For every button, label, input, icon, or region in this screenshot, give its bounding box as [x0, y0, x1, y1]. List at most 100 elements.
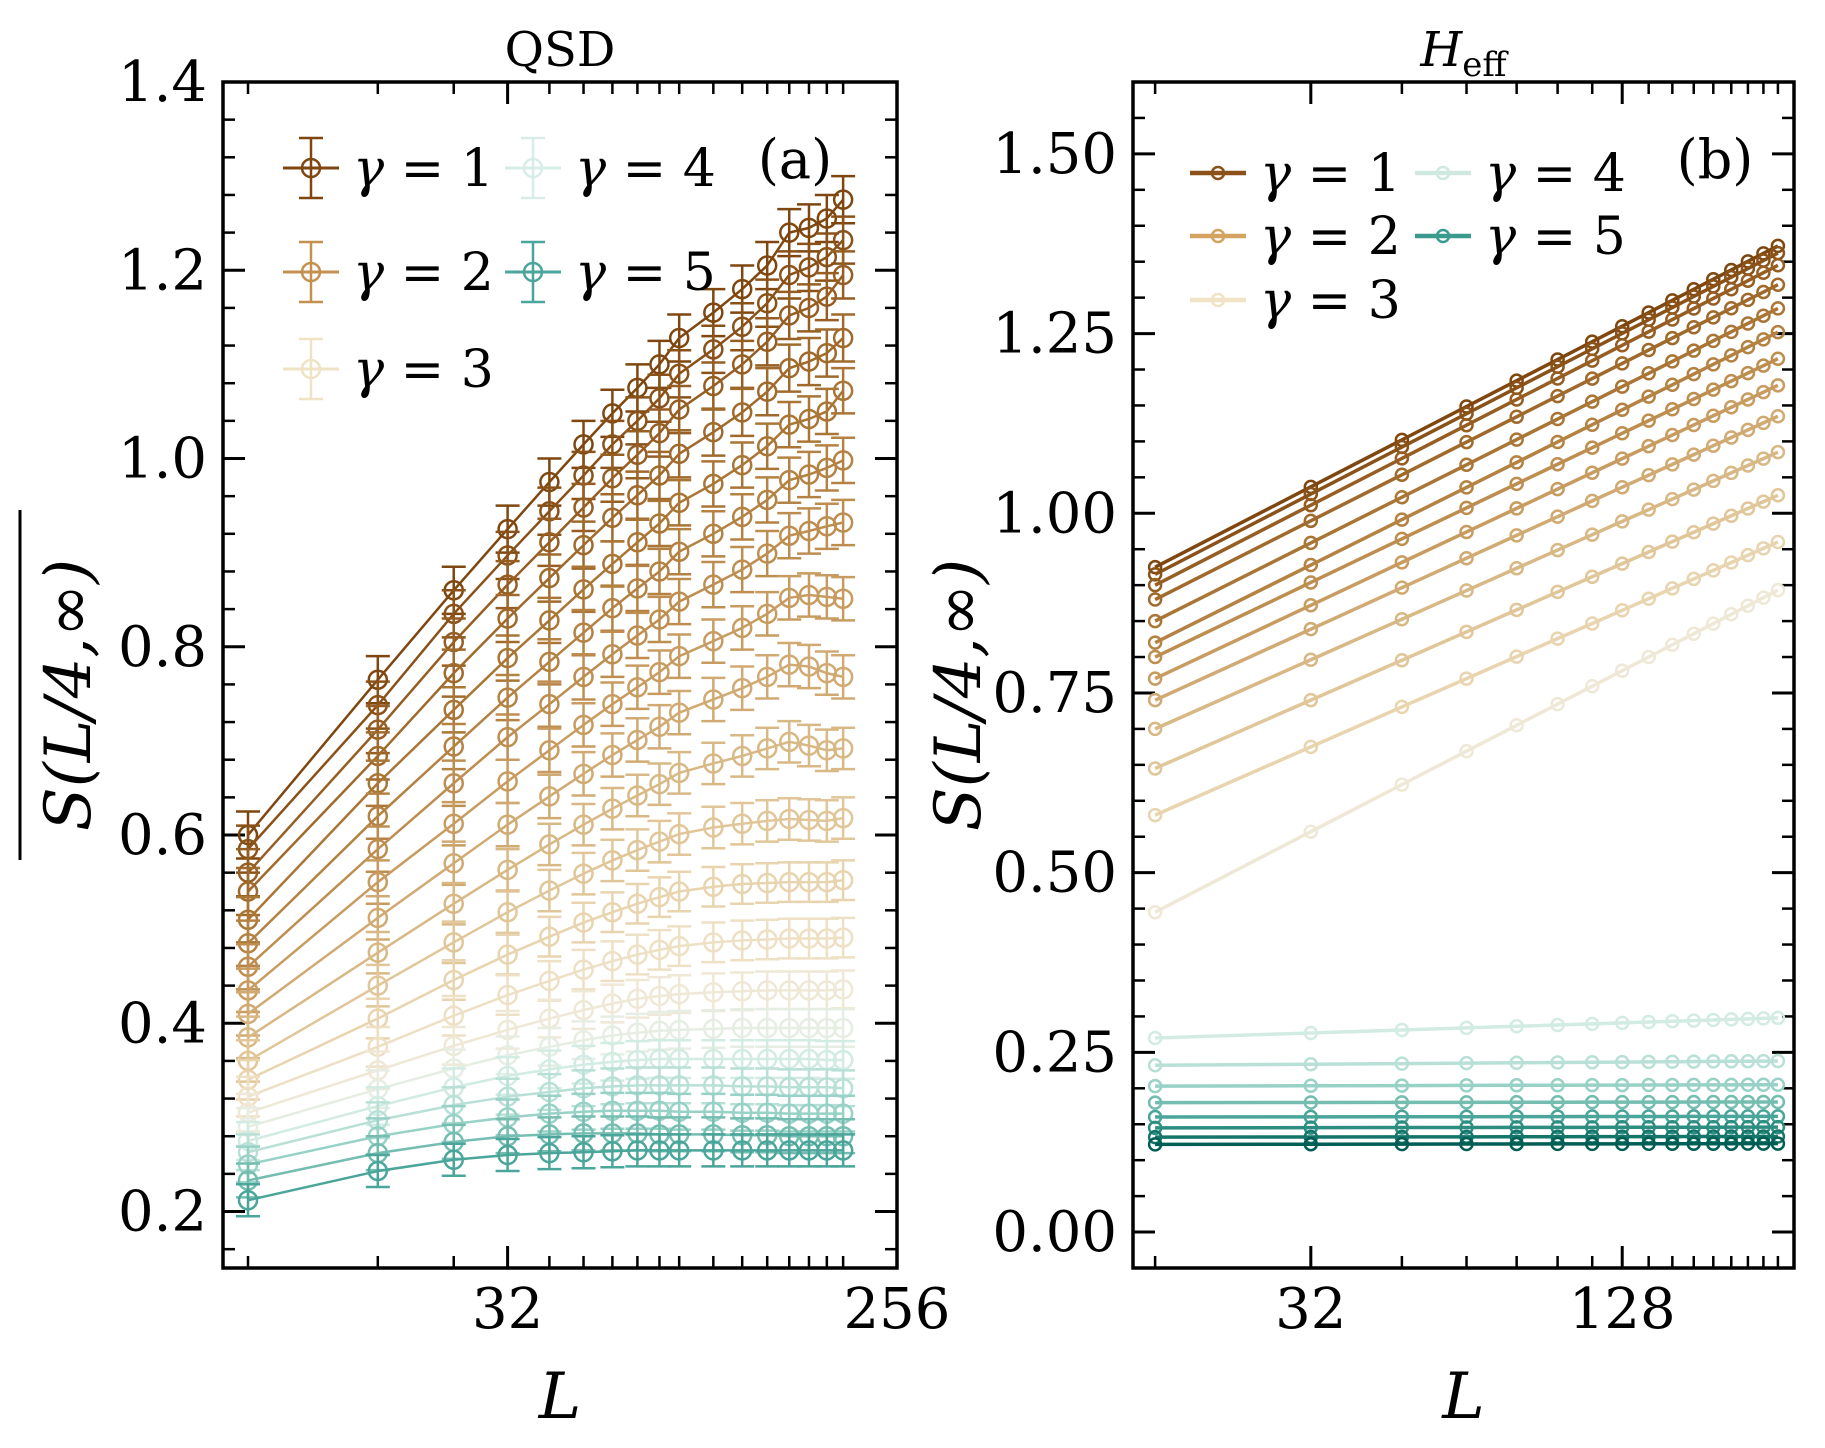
series-line-4: [247, 389, 845, 921]
data-point: [443, 932, 464, 953]
y-tick-label: 0.8: [118, 615, 207, 680]
data-point: [1756, 265, 1771, 280]
series-line-8: [1154, 414, 1779, 702]
data-point: [1147, 592, 1163, 607]
data-point: [832, 1049, 854, 1071]
data-point: [756, 603, 778, 625]
data-point: [816, 1140, 838, 1161]
data-point: [1686, 1119, 1702, 1135]
panel-tag: (b): [1677, 128, 1754, 191]
data-point: [1147, 635, 1163, 650]
data-point: [1641, 389, 1656, 404]
data-point: [668, 492, 690, 513]
data-point: [1686, 1136, 1702, 1151]
data-point: [1614, 356, 1630, 371]
data-point: [1740, 1119, 1756, 1135]
data-point: [1550, 696, 1565, 712]
data-point: [1706, 1094, 1721, 1110]
data-point: [1303, 497, 1319, 513]
data-point: [1509, 409, 1524, 425]
series-line-19: [1155, 1134, 1778, 1139]
data-point: [779, 305, 800, 326]
data-point: [1459, 500, 1474, 516]
data-point: [779, 469, 800, 491]
data-point: [1724, 1119, 1739, 1135]
data-point: [832, 327, 854, 349]
data-point: [703, 1018, 724, 1040]
data-point: [1770, 1053, 1786, 1069]
data-point: [731, 1140, 753, 1161]
data-point: [1641, 1136, 1656, 1152]
data-point: [1756, 451, 1771, 466]
series-line-19: [247, 1149, 844, 1202]
data-point: [1740, 292, 1756, 308]
data-point: [573, 1141, 594, 1163]
data-point: [832, 807, 854, 829]
data-point: [1740, 316, 1756, 331]
data-point: [627, 839, 648, 861]
data-point: [1641, 502, 1656, 517]
data-point: [1686, 301, 1702, 316]
data-point: [832, 869, 854, 891]
data-point: [1686, 1094, 1702, 1110]
data-point: [1509, 1019, 1524, 1034]
data-point: [1459, 457, 1474, 473]
data-point: [443, 772, 464, 794]
data-point: [1740, 598, 1756, 613]
data-point: [649, 831, 670, 852]
data-point: [832, 264, 854, 286]
data-point: [1770, 1010, 1786, 1026]
data-point: [1770, 582, 1786, 598]
series-line-6: [1154, 357, 1779, 659]
data-point: [1665, 491, 1680, 507]
data-point: [627, 444, 648, 465]
data-point: [1706, 1119, 1721, 1135]
data-point: [779, 654, 800, 675]
data-point: [668, 399, 690, 420]
data-point: [1614, 1136, 1630, 1152]
data-point: [668, 762, 690, 784]
data-point: [1459, 434, 1474, 450]
data-point: [1147, 1137, 1163, 1152]
data-point: [649, 716, 670, 738]
data-point: [731, 506, 753, 528]
data-point: [1770, 1129, 1786, 1144]
data-point: [703, 932, 724, 953]
data-point: [731, 1017, 753, 1039]
data-point: [1303, 652, 1319, 667]
data-point: [649, 609, 670, 630]
data-point: [602, 644, 623, 665]
y-tick-label: 0.00: [992, 1200, 1117, 1265]
chart-title: QSD: [505, 22, 616, 78]
y-tick-label: 0.6: [118, 803, 207, 868]
data-point: [1147, 1058, 1163, 1073]
panel-a: 32 256 0.2 0.4 0.6 0.8 1.0 1.2 1.4 QSD L S(L/4,∞) (a…: [18, 22, 951, 1434]
data-point: [1641, 467, 1656, 483]
data-point: [1756, 494, 1771, 509]
data-point: [1724, 1094, 1739, 1110]
y-tick-label: 1.00: [992, 481, 1117, 546]
data-point: [1756, 384, 1771, 400]
data-point: [1394, 1078, 1410, 1093]
data-point: [1614, 1094, 1630, 1110]
data-point: [1641, 1054, 1656, 1070]
series-line-0: [247, 198, 845, 836]
data-point: [1641, 591, 1656, 606]
data-point: [649, 561, 670, 582]
data-point: [1509, 1095, 1524, 1110]
data-point: [832, 738, 854, 759]
data-point: [443, 1005, 464, 1026]
data-point: [703, 817, 724, 838]
data-point: [573, 814, 594, 835]
data-point: [1770, 534, 1786, 550]
data-point: [816, 586, 838, 608]
legend-label: γ = 4: [1485, 144, 1626, 204]
data-point: [237, 1189, 259, 1211]
data-point: [832, 1140, 854, 1161]
x-tick-label: 256: [844, 1277, 951, 1342]
data-point: [731, 745, 753, 767]
data-point: [1459, 671, 1474, 686]
data-point: [1641, 324, 1656, 339]
data-point: [1665, 1119, 1680, 1135]
data-point: [1756, 415, 1771, 431]
